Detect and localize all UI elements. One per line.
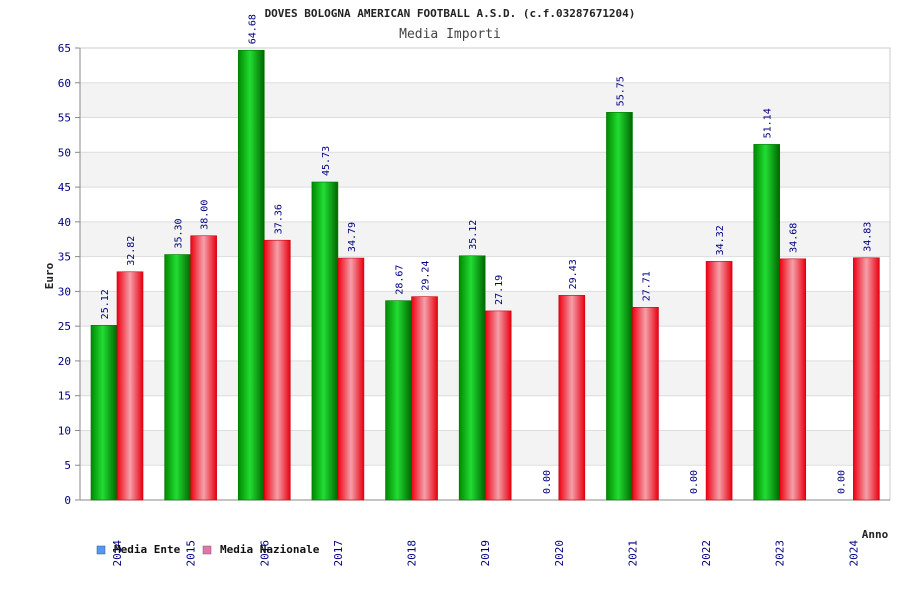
y-tick-label: 35 xyxy=(58,251,71,264)
x-tick-label: 2018 xyxy=(406,540,419,567)
bar-media-ente xyxy=(164,254,191,501)
legend-swatch-media-ente xyxy=(96,545,106,555)
y-tick-label: 0 xyxy=(64,494,71,507)
bar-media-nazionale xyxy=(337,257,365,501)
bar-media-nazionale xyxy=(853,257,880,501)
y-tick-label: 30 xyxy=(58,285,71,298)
x-axis-label: Anno xyxy=(862,528,889,541)
y-axis-label: Euro xyxy=(43,262,56,289)
legend: Media Ente Media Nazionale xyxy=(96,543,320,556)
bar-media-ente xyxy=(753,144,781,501)
y-tick-label: 40 xyxy=(58,216,71,229)
data-label: 34.32 xyxy=(715,225,726,255)
grid-band xyxy=(80,48,890,83)
data-label: 35.30 xyxy=(174,218,185,248)
data-label: 34.68 xyxy=(789,223,800,253)
x-tick-label: 2016 xyxy=(258,540,271,567)
data-label: 64.68 xyxy=(247,14,258,44)
bar-media-nazionale xyxy=(263,239,291,501)
data-label: 34.83 xyxy=(862,222,873,252)
y-tick-label: 25 xyxy=(58,320,71,333)
data-label: 27.19 xyxy=(494,275,505,305)
data-label: 29.24 xyxy=(421,261,432,291)
bar-media-nazionale xyxy=(705,261,733,501)
bar-media-ente xyxy=(385,300,412,501)
grid-band xyxy=(80,82,890,118)
legend-label-media-nazionale: Media Nazionale xyxy=(220,543,320,556)
y-tick-label: 50 xyxy=(58,146,71,159)
bar-media-nazionale xyxy=(190,235,217,501)
x-tick-label: 2024 xyxy=(847,540,860,567)
data-label: 35.12 xyxy=(468,220,479,250)
x-tick-label: 2023 xyxy=(774,540,787,567)
chart-title: DOVES BOLOGNA AMERICAN FOOTBALL A.S.D. (… xyxy=(265,7,636,20)
bar-media-ente xyxy=(90,325,118,501)
data-label: 37.36 xyxy=(273,204,284,234)
bar-media-nazionale xyxy=(116,271,144,501)
data-label: 25.12 xyxy=(100,289,111,319)
y-tick-label: 60 xyxy=(58,77,71,90)
y-tick-label: 45 xyxy=(58,181,71,194)
data-label: 29.43 xyxy=(568,259,579,289)
x-tick-label: 2019 xyxy=(479,540,492,567)
data-label: 55.75 xyxy=(615,76,626,106)
bar-media-ente xyxy=(458,255,486,501)
bar-media-nazionale xyxy=(779,258,807,501)
y-tick-label: 65 xyxy=(58,42,71,55)
bar-media-ente xyxy=(237,49,265,501)
legend-swatch-media-nazionale xyxy=(202,545,212,555)
data-label: 32.82 xyxy=(126,236,137,266)
y-tick-label: 20 xyxy=(58,355,71,368)
y-tick-label: 15 xyxy=(58,390,71,403)
chart-subtitle: Media Importi xyxy=(399,27,501,42)
bar-media-ente xyxy=(311,181,339,501)
data-label: 45.73 xyxy=(321,146,332,176)
data-label: 34.79 xyxy=(347,222,358,252)
y-tick-label: 10 xyxy=(58,424,71,437)
data-label: 0.00 xyxy=(542,470,553,494)
data-label: 28.67 xyxy=(395,265,406,295)
bar-media-nazionale xyxy=(632,307,659,501)
data-label: 0.00 xyxy=(689,470,700,494)
data-label: 51.14 xyxy=(763,108,774,138)
x-tick-label: 2017 xyxy=(332,540,345,567)
bar-media-ente xyxy=(606,112,633,501)
y-tick-label: 55 xyxy=(58,112,71,125)
y-tick-label: 5 xyxy=(64,459,71,472)
legend-label-media-ente: Media Ente xyxy=(114,543,181,556)
x-tick-label: 2020 xyxy=(553,540,566,567)
data-label: 27.71 xyxy=(641,271,652,301)
data-label: 0.00 xyxy=(836,470,847,494)
x-tick-label: 2021 xyxy=(626,540,639,567)
bar-media-nazionale xyxy=(558,295,586,501)
x-tick-label: 2014 xyxy=(111,540,124,567)
bar-media-nazionale xyxy=(484,310,512,501)
data-label: 38.00 xyxy=(200,200,211,230)
x-tick-label: 2015 xyxy=(185,540,198,567)
x-tick-label: 2022 xyxy=(700,540,713,567)
bar-media-nazionale xyxy=(411,296,438,501)
